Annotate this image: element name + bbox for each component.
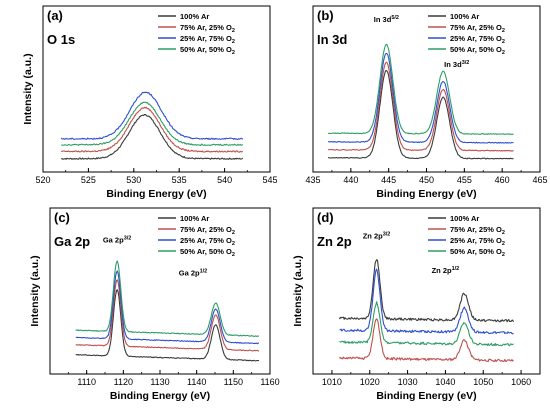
y-axis-label: Intensity (a.u.) — [22, 53, 34, 124]
x-tick-label: 520 — [35, 175, 50, 185]
series-line-2 — [60, 91, 244, 140]
series-line-3 — [75, 260, 259, 337]
series-line-3 — [339, 301, 514, 347]
legend-label: 100% Ar — [450, 12, 479, 21]
legend-label: 75% Ar, 25% O2 — [180, 225, 235, 236]
x-tick-label: 465 — [532, 175, 547, 185]
legend-label: 25% Ar, 75% O2 — [180, 236, 235, 247]
peak-annotation: In 3d5/2 — [374, 15, 399, 24]
y-axis-label: Intensity (a.u.) — [292, 255, 304, 326]
panel-letter: (a) — [47, 8, 63, 23]
peak-annotation: Ga 2p3/2 — [103, 236, 132, 245]
x-axis-label: Binding Energy (eV) — [376, 390, 476, 402]
plot-frame — [312, 207, 541, 375]
series-line-0 — [339, 259, 515, 323]
plot-frame — [49, 207, 271, 375]
x-tick-label: 1110 — [77, 377, 96, 387]
series-line-2 — [339, 268, 514, 335]
panel-letter: (d) — [317, 210, 334, 225]
legend-label: 50% Ar, 50% O2 — [180, 247, 235, 258]
panel-d: 1010 1020 1030 1040 1050 1060 Binding Energy (… — [292, 207, 541, 402]
peak-annotation: In 3d3/2 — [444, 60, 469, 69]
x-tick-label: 1020 — [360, 377, 380, 387]
series-line-0 — [61, 113, 244, 160]
x-tick-label: 525 — [81, 175, 96, 185]
legend-label: 50% Ar, 50% O2 — [450, 45, 505, 56]
peak-annotation: Zn 2p1/2 — [432, 266, 460, 275]
series-line-3 — [61, 101, 244, 146]
panel-title: Zn 2p — [317, 234, 352, 249]
series-line-1 — [60, 106, 244, 153]
x-tick-label: 445 — [381, 175, 396, 185]
legend-label: 25% Ar, 75% O2 — [180, 34, 235, 45]
series-line-1 — [75, 279, 259, 352]
x-tick-label: 530 — [126, 175, 141, 185]
plot-frame — [312, 5, 541, 173]
x-tick-label: 545 — [262, 175, 277, 185]
x-tick-label: 1130 — [150, 377, 169, 387]
x-tick-label: 1150 — [224, 377, 243, 387]
panel-c: 1110 1120 1130 1140 1150 1160 Binding Energy (… — [29, 207, 280, 402]
x-tick-label: 450 — [419, 175, 434, 185]
peak-annotation: Zn 2p3/2 — [363, 232, 391, 241]
legend-label: 25% Ar, 75% O2 — [450, 236, 505, 247]
panel-a: 520 525 530 535 540 545 Binding Energy (eV) Int… — [22, 5, 278, 200]
x-tick-label: 1050 — [473, 377, 493, 387]
x-tick-label: 440 — [343, 175, 358, 185]
plot-frame — [42, 5, 271, 173]
panel-title: O 1s — [47, 32, 75, 47]
legend-label: 100% Ar — [180, 214, 209, 223]
x-axis-label: Binding Energy (eV) — [376, 188, 476, 200]
legend-label: 100% Ar — [450, 214, 479, 223]
panel-title: Ga 2p — [54, 234, 90, 249]
series-line-1 — [328, 61, 514, 152]
x-tick-label: 460 — [495, 175, 510, 185]
legend-label: 100% Ar — [180, 12, 209, 21]
legend-label: 75% Ar, 25% O2 — [450, 225, 505, 236]
series-line-0 — [75, 289, 260, 362]
panel-letter: (c) — [54, 210, 70, 225]
x-tick-label: 1010 — [322, 377, 342, 387]
x-tick-label: 435 — [305, 175, 320, 185]
legend-label: 75% Ar, 25% O2 — [450, 23, 505, 34]
x-axis-label: Binding Energy (eV) — [110, 390, 210, 402]
x-axis-label: Binding Energy (eV) — [106, 188, 206, 200]
x-tick-label: 1160 — [260, 377, 279, 387]
x-tick-label: 1030 — [398, 377, 418, 387]
x-tick-label: 1060 — [511, 377, 531, 387]
peak-annotation: Ga 2p1/2 — [179, 269, 208, 278]
series-line-0 — [327, 69, 514, 160]
panel-letter: (b) — [317, 8, 334, 23]
legend-label: 50% Ar, 50% O2 — [180, 45, 235, 56]
x-tick-label: 535 — [172, 175, 187, 185]
panel-b: 435 440 445 450 455 460 465 Binding Energy (eV)… — [305, 5, 548, 200]
x-tick-label: 1120 — [114, 377, 133, 387]
y-axis-label: Intensity (a.u.) — [29, 255, 41, 326]
x-tick-label: 1140 — [187, 377, 206, 387]
x-tick-label: 1040 — [435, 377, 455, 387]
legend-label: 25% Ar, 75% O2 — [450, 34, 505, 45]
panel-title: In 3d — [317, 32, 347, 47]
legend-label: 50% Ar, 50% O2 — [450, 247, 505, 258]
x-tick-label: 540 — [217, 175, 232, 185]
series-line-3 — [327, 43, 514, 136]
legend-label: 75% Ar, 25% O2 — [180, 23, 235, 34]
x-tick-label: 455 — [457, 175, 472, 185]
series-line-2 — [327, 52, 514, 144]
series-line-1 — [339, 318, 514, 363]
series-line-2 — [75, 270, 259, 345]
